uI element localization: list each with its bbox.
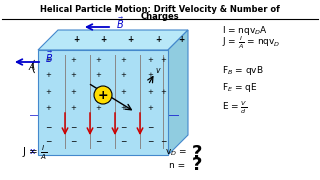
Text: +: + bbox=[95, 72, 101, 78]
Text: E = $\frac{V}{d}$: E = $\frac{V}{d}$ bbox=[222, 100, 248, 116]
Text: +: + bbox=[70, 89, 76, 95]
Text: Helical Particle Motion: Drift Velocity & Number of: Helical Particle Motion: Drift Velocity … bbox=[40, 5, 280, 14]
Text: +: + bbox=[155, 35, 161, 44]
Text: −: − bbox=[95, 123, 101, 132]
Text: −: − bbox=[120, 138, 126, 147]
Text: +: + bbox=[45, 72, 51, 78]
Text: x: x bbox=[29, 147, 35, 156]
Text: n =: n = bbox=[169, 161, 188, 170]
Text: $\vec{B}$: $\vec{B}$ bbox=[45, 49, 53, 65]
Text: +: + bbox=[95, 89, 101, 95]
Text: +: + bbox=[147, 105, 153, 111]
Text: v$_D$ =: v$_D$ = bbox=[165, 147, 188, 158]
Polygon shape bbox=[168, 30, 188, 155]
Text: −: − bbox=[45, 138, 51, 147]
Text: +: + bbox=[120, 105, 126, 111]
Text: +: + bbox=[120, 57, 126, 63]
Text: J = $\frac{I}{A}$ = nqv$_D$: J = $\frac{I}{A}$ = nqv$_D$ bbox=[222, 35, 281, 51]
Text: +: + bbox=[120, 72, 126, 78]
Text: A: A bbox=[29, 62, 35, 71]
Text: $\vec{B}$: $\vec{B}$ bbox=[116, 15, 124, 31]
Text: −: − bbox=[147, 123, 153, 132]
Text: +: + bbox=[147, 72, 153, 78]
Text: −: − bbox=[45, 123, 51, 132]
Text: F$_E$ = qE: F$_E$ = qE bbox=[222, 80, 258, 93]
Text: Charges: Charges bbox=[141, 12, 179, 21]
Text: +: + bbox=[70, 105, 76, 111]
Text: +: + bbox=[147, 57, 153, 63]
Text: +: + bbox=[45, 89, 51, 95]
Text: +: + bbox=[95, 57, 101, 63]
Text: ?: ? bbox=[192, 144, 202, 162]
Circle shape bbox=[94, 86, 112, 104]
Text: −: − bbox=[95, 138, 101, 147]
Text: −: − bbox=[147, 138, 153, 147]
Text: +: + bbox=[45, 57, 51, 63]
Text: +: + bbox=[178, 35, 184, 44]
Text: +: + bbox=[127, 35, 133, 44]
Text: +: + bbox=[120, 89, 126, 95]
Text: +: + bbox=[98, 89, 108, 102]
Text: −: − bbox=[70, 123, 76, 132]
Text: +: + bbox=[160, 57, 166, 63]
Text: −: − bbox=[160, 138, 166, 147]
Text: v: v bbox=[156, 66, 160, 75]
Text: +: + bbox=[70, 72, 76, 78]
Text: +: + bbox=[147, 89, 153, 95]
Polygon shape bbox=[38, 50, 168, 155]
Text: +: + bbox=[160, 89, 166, 95]
Polygon shape bbox=[38, 30, 188, 50]
Text: +: + bbox=[95, 105, 101, 111]
Text: ?: ? bbox=[192, 156, 202, 174]
Text: I: I bbox=[107, 89, 109, 98]
Text: +: + bbox=[70, 57, 76, 63]
Text: I = nqv$_D$A: I = nqv$_D$A bbox=[222, 24, 268, 37]
Text: +: + bbox=[73, 35, 79, 44]
Text: F$_B$ = qvB: F$_B$ = qvB bbox=[222, 64, 264, 76]
Text: −: − bbox=[120, 123, 126, 132]
Text: −: − bbox=[70, 138, 76, 147]
Text: J = $\frac{I}{A}$: J = $\frac{I}{A}$ bbox=[22, 143, 48, 162]
Text: +: + bbox=[45, 105, 51, 111]
Text: +: + bbox=[100, 35, 106, 44]
